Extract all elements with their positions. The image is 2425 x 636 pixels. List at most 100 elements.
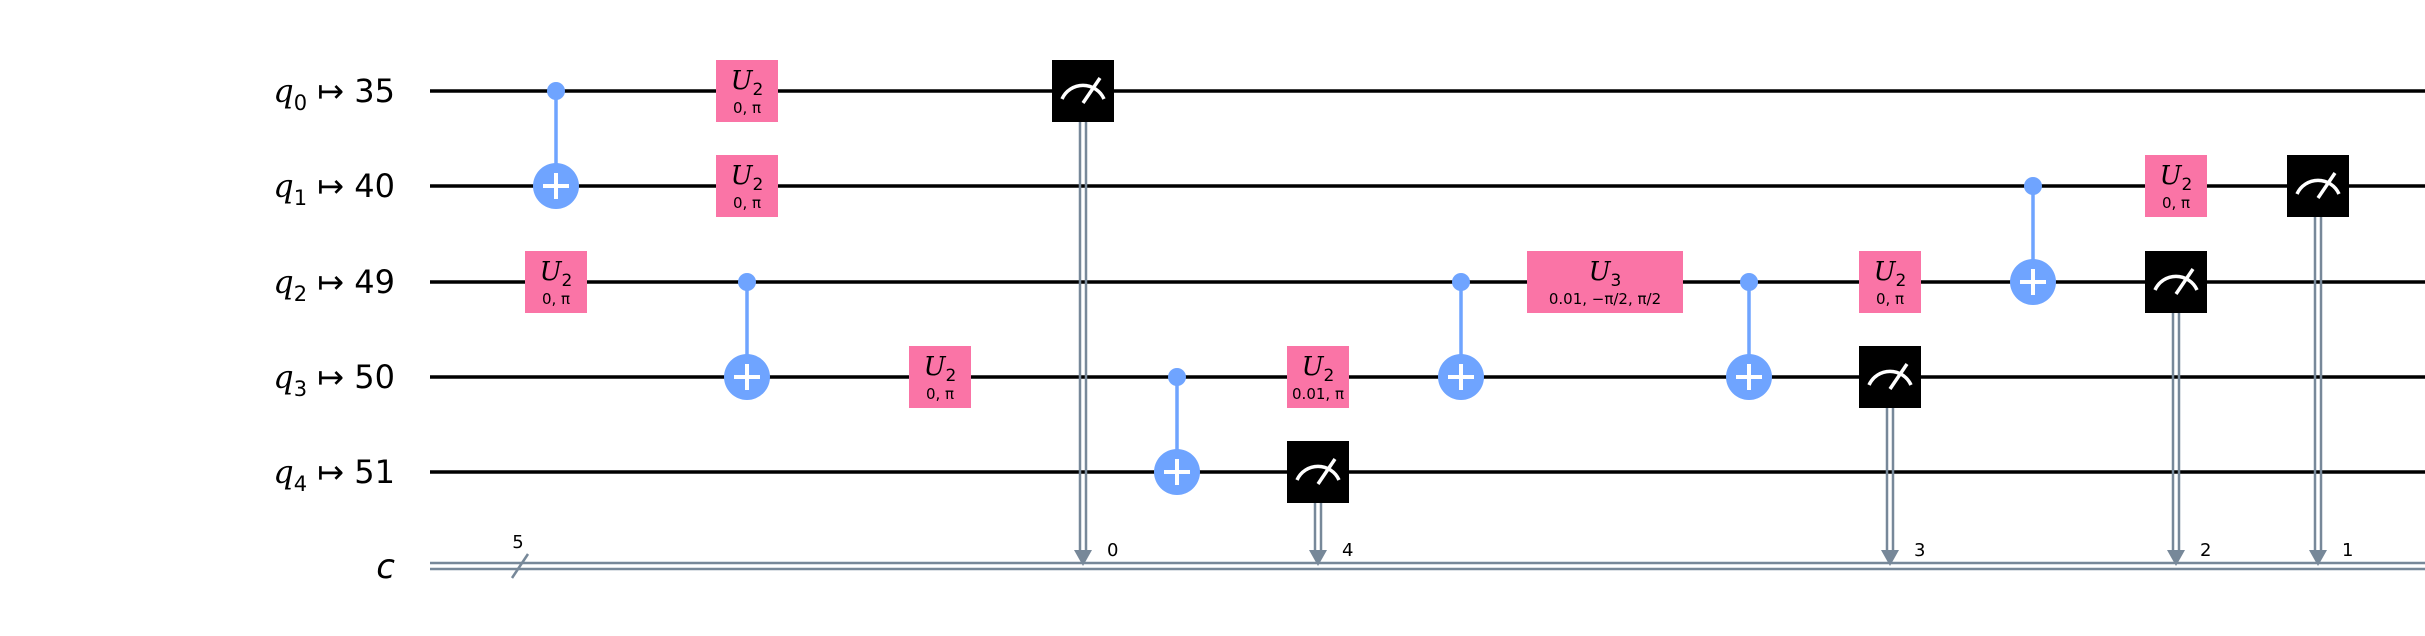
qubit-symbol: q (273, 358, 293, 396)
gate-box (1287, 346, 1349, 408)
qubit-mapping: ↦ 35 (307, 72, 395, 110)
qubit-index: 4 (294, 472, 307, 496)
gate-box (525, 251, 587, 313)
clbit-index: 3 (1914, 540, 1925, 561)
gate-name: U2 (731, 66, 764, 100)
u-gate: U20, π (909, 346, 971, 408)
gate-symbol: U (1302, 352, 1325, 382)
gate-subscript: 3 (1611, 271, 1622, 291)
gate-box (716, 155, 778, 217)
clbit-index: 1 (2342, 540, 2353, 561)
measure-arrow (1309, 550, 1327, 566)
gate-name: U2 (924, 352, 957, 386)
meter-needle (1316, 458, 1337, 485)
gate-subscript: 2 (753, 175, 764, 195)
gate-params: 0.01, π (1292, 385, 1344, 403)
u-gate: U20, π (716, 155, 778, 217)
cnot-gate (2010, 177, 2056, 305)
measure-arrow (1074, 550, 1092, 566)
classical-size: 5 (512, 532, 523, 553)
meter-needle (2174, 268, 2195, 295)
gate-subscript: 2 (946, 366, 957, 386)
gate-subscript: 2 (2182, 175, 2193, 195)
control-dot (738, 273, 756, 291)
measure-box (1859, 346, 1921, 408)
gate-subscript: 2 (753, 80, 764, 100)
u-gate: U20, π (716, 60, 778, 122)
clbit-index: 4 (1342, 540, 1353, 561)
u-gate: U20, π (1859, 251, 1921, 313)
measure-gate: 3 (1859, 346, 1925, 566)
qubit-symbol: q (273, 263, 293, 301)
cnot-gate (724, 273, 770, 400)
u-gate: U30.01, −π/2, π/2 (1527, 251, 1683, 313)
gate-name: U2 (731, 161, 764, 195)
gate-box (909, 346, 971, 408)
bundle-slash (510, 553, 530, 579)
gate-params: 0, π (542, 290, 570, 308)
u-gate: U20.01, π (1287, 346, 1349, 408)
measure-box (1052, 60, 1114, 122)
meter-arc (1867, 369, 1913, 386)
qubit-index: 3 (294, 377, 307, 401)
measure-gate: 0 (1052, 60, 1118, 566)
gate-name: U2 (1302, 352, 1335, 386)
qubit-index: 1 (294, 186, 307, 210)
gate-subscript: 2 (1896, 271, 1907, 291)
qubit-mapping: ↦ 49 (307, 263, 395, 301)
gate-symbol: U (540, 257, 563, 287)
cnot-gate (533, 82, 579, 209)
gate-symbol: U (2160, 161, 2183, 191)
control-dot (2024, 177, 2042, 195)
gate-subscript: 2 (562, 271, 573, 291)
cnot-gate (1154, 368, 1200, 495)
gate-params: 0.01, −π/2, π/2 (1549, 290, 1661, 308)
cnot-gate (1726, 273, 1772, 400)
qubit-label: q2 ↦ 49 (273, 263, 395, 306)
gate-symbol: U (1589, 257, 1612, 287)
gate-symbol: U (731, 66, 754, 96)
gate-symbol: U (924, 352, 947, 382)
u-gate: U20, π (525, 251, 587, 313)
meter-needle (1081, 77, 1102, 104)
meter-arc (2295, 178, 2341, 195)
meter-arc (2153, 274, 2199, 291)
gate-params: 0, π (1876, 290, 1904, 308)
measure-gate: 2 (2145, 251, 2211, 566)
control-dot (1740, 273, 1758, 291)
measure-box (1287, 441, 1349, 503)
control-dot (1452, 273, 1470, 291)
cnot-gate (1438, 273, 1484, 400)
gate-name: U2 (1874, 257, 1907, 291)
qubit-label: q3 ↦ 50 (273, 358, 395, 401)
qubit-index: 2 (294, 282, 307, 306)
qubit-symbol: q (273, 72, 293, 110)
gate-box (1527, 251, 1683, 313)
meter-needle (1888, 363, 1909, 390)
gate-symbol: U (731, 161, 754, 191)
measure-arrow (2309, 550, 2327, 566)
meter-arc (1295, 464, 1341, 481)
classical-register-label: c (376, 547, 395, 587)
clbit-index: 0 (1107, 540, 1118, 561)
qubit-label: q0 ↦ 35 (273, 72, 395, 115)
control-dot (547, 82, 565, 100)
gate-params: 0, π (733, 99, 761, 117)
gate-box (716, 60, 778, 122)
gate-params: 0, π (2162, 194, 2190, 212)
qubit-label: q4 ↦ 51 (273, 453, 395, 496)
gate-subscript: 2 (1324, 366, 1335, 386)
measure-gate: 1 (2287, 155, 2353, 566)
gate-name: U2 (2160, 161, 2193, 195)
qubit-mapping: ↦ 51 (307, 453, 395, 491)
gate-params: 0, π (733, 194, 761, 212)
clbit-index: 2 (2200, 540, 2211, 561)
measure-gate: 4 (1287, 441, 1353, 566)
gate-symbol: U (1874, 257, 1897, 287)
gate-box (1859, 251, 1921, 313)
measure-box (2287, 155, 2349, 217)
u-gate: U20, π (2145, 155, 2207, 217)
